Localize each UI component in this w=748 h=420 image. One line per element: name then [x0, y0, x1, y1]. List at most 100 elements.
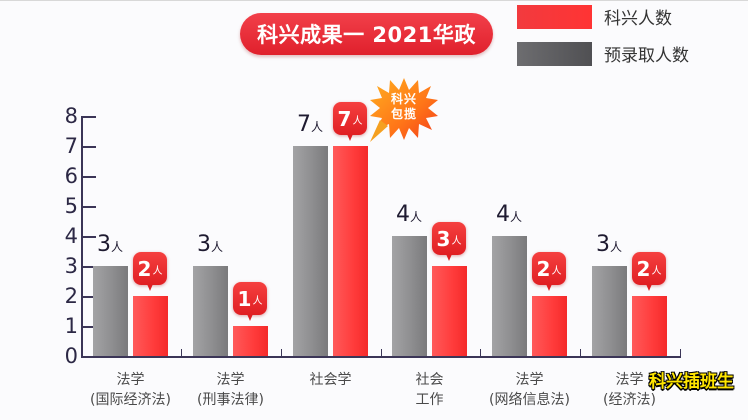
x-axis [81, 356, 681, 358]
admitted-value-label: 4人 [384, 204, 434, 226]
y-tick-label: 3 [64, 254, 78, 278]
category-line2: (国际经济法) [90, 392, 171, 408]
x-tick [480, 349, 481, 357]
category-label: 法学 (国际经济法) [63, 370, 198, 410]
unit: 人 [409, 210, 422, 224]
bar-admitted [392, 236, 427, 356]
category-line2: (经济法) [603, 392, 656, 408]
y-axis [81, 116, 83, 357]
unit: 人 [252, 296, 263, 307]
x-tick [381, 349, 382, 357]
x-tick [281, 349, 282, 357]
y-tick-label: 0 [64, 344, 78, 368]
y-tick [83, 296, 96, 298]
category-line1: 法学 [116, 372, 145, 388]
value: 2 [137, 256, 152, 281]
category-line1: 社会学 [309, 372, 352, 388]
value: 7 [296, 112, 311, 137]
category-line1: 法学 [216, 372, 245, 388]
category-line2: 工作 [415, 392, 444, 408]
legend-swatch-red [517, 4, 592, 29]
y-tick [83, 116, 96, 118]
unit: 人 [210, 240, 223, 254]
watermark: 科兴插班生 [649, 372, 734, 392]
starburst-badge-icon [370, 78, 438, 142]
legend-label: 预录取人数 [604, 46, 689, 66]
y-tick-label: 6 [64, 164, 78, 188]
bar-admitted [492, 236, 527, 356]
x-tick [680, 349, 681, 357]
unit: 人 [509, 210, 522, 224]
legend-label: 科兴人数 [604, 9, 672, 29]
value: 3 [196, 232, 211, 257]
admitted-value-label: 3人 [584, 234, 634, 256]
bar-admitted [592, 266, 627, 356]
value: 3 [436, 226, 451, 251]
chart-title: 科兴成果一 2021华政 [240, 13, 493, 55]
category-line1: 法学 [515, 372, 544, 388]
x-tick [580, 349, 581, 357]
y-tick [83, 326, 96, 328]
y-tick [83, 206, 96, 208]
value: 4 [395, 202, 410, 227]
y-tick [83, 176, 96, 178]
value: 3 [96, 232, 111, 257]
value: 2 [536, 256, 551, 281]
category-label: 法学 (经济法) [562, 370, 697, 410]
y-tick [83, 236, 96, 238]
y-tick-label: 1 [64, 314, 78, 338]
bar-admitted [293, 146, 328, 356]
y-tick-label: 2 [64, 284, 78, 308]
unit: 人 [451, 236, 462, 247]
unit: 人 [310, 120, 323, 134]
value: 1 [237, 286, 252, 311]
y-tick [83, 146, 96, 148]
legend-swatch-gray [517, 41, 592, 66]
badge-line2: 包揽 [390, 107, 417, 121]
y-tick-label: 8 [64, 104, 78, 128]
y-tick-label: 7 [64, 134, 78, 158]
category-label: 法学 (网络信息法) [462, 370, 597, 410]
value: 3 [595, 232, 610, 257]
category-label: 法学 (刑事法律) [163, 370, 298, 410]
unit: 人 [551, 266, 562, 277]
admitted-value-label: 3人 [185, 234, 235, 256]
badge-text: 科兴 包揽 [385, 92, 423, 122]
category-line2: (网络信息法) [489, 392, 570, 408]
category-line1: 法学 [615, 372, 644, 388]
unit: 人 [609, 240, 622, 254]
y-tick [83, 356, 96, 358]
unit: 人 [110, 240, 123, 254]
y-tick [83, 266, 96, 268]
admitted-value-label: 3人 [85, 234, 135, 256]
admitted-value-label: 4人 [484, 204, 534, 226]
value: 4 [495, 202, 510, 227]
unit: 人 [352, 116, 363, 127]
bar-kexing [632, 296, 667, 356]
y-tick-label: 4 [64, 224, 78, 248]
category-label: 社会 工作 [362, 370, 497, 410]
category-label: 社会学 [263, 370, 398, 390]
bar-kexing [532, 296, 567, 356]
category-line1: 社会 [415, 372, 444, 388]
bar-kexing [233, 326, 268, 356]
legend-item-kexing: 科兴人数 [517, 4, 672, 29]
badge-line1: 科兴 [390, 92, 417, 106]
top-border [0, 0, 748, 1]
bar-kexing [432, 266, 467, 356]
y-tick-label: 5 [64, 194, 78, 218]
bar-kexing [133, 296, 168, 356]
value: 2 [636, 256, 651, 281]
bar-kexing [333, 146, 368, 356]
bar-admitted [193, 266, 228, 356]
unit: 人 [152, 266, 163, 277]
admitted-value-label: 7人 [285, 114, 335, 136]
bar-admitted [93, 266, 128, 356]
